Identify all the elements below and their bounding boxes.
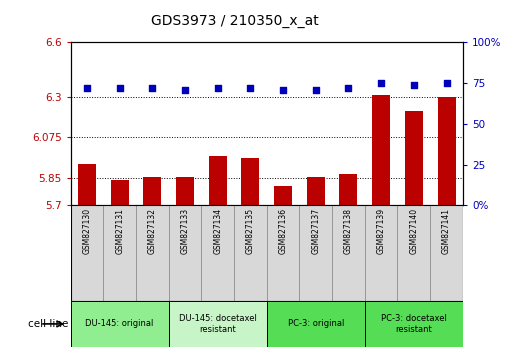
Text: GSM827135: GSM827135	[246, 208, 255, 254]
Bar	[267, 301, 365, 347]
Text: DU-145: docetaxel
resistant: DU-145: docetaxel resistant	[179, 314, 257, 333]
Bar	[176, 177, 194, 205]
Point	[148, 85, 156, 91]
Bar	[234, 205, 267, 301]
Point	[116, 85, 124, 91]
Text: cell line: cell line	[28, 319, 68, 329]
Text: GSM827130: GSM827130	[83, 208, 92, 254]
Point	[83, 85, 91, 91]
Bar	[136, 205, 168, 301]
Bar	[78, 164, 96, 205]
Bar	[307, 177, 325, 205]
Text: PC-3: docetaxel
resistant: PC-3: docetaxel resistant	[381, 314, 447, 333]
Bar	[242, 158, 259, 205]
Bar	[267, 205, 299, 301]
Text: GSM827138: GSM827138	[344, 208, 353, 254]
Bar	[209, 155, 226, 205]
Text: GSM827136: GSM827136	[279, 208, 288, 254]
Text: GSM827139: GSM827139	[377, 208, 385, 254]
Point	[246, 85, 255, 91]
Bar	[372, 95, 390, 205]
Bar	[332, 205, 365, 301]
Bar	[430, 205, 463, 301]
Text: GSM827134: GSM827134	[213, 208, 222, 254]
Text: PC-3: original: PC-3: original	[288, 319, 344, 329]
Bar	[71, 301, 168, 347]
Bar	[405, 111, 423, 205]
Bar	[111, 180, 129, 205]
Point	[181, 87, 189, 92]
Point	[279, 87, 287, 92]
Text: DU-145: original: DU-145: original	[85, 319, 154, 329]
Text: GSM827133: GSM827133	[180, 208, 189, 254]
Bar	[168, 205, 201, 301]
Text: GSM827137: GSM827137	[311, 208, 320, 254]
Bar	[104, 205, 136, 301]
Bar	[365, 205, 397, 301]
Point	[410, 82, 418, 88]
Point	[213, 85, 222, 91]
Text: GSM827131: GSM827131	[115, 208, 124, 254]
Bar	[299, 205, 332, 301]
Bar	[143, 177, 161, 205]
Bar	[397, 205, 430, 301]
Point	[344, 85, 353, 91]
Bar	[71, 205, 104, 301]
Text: GSM827141: GSM827141	[442, 208, 451, 254]
Point	[377, 80, 385, 86]
Bar	[274, 186, 292, 205]
Bar	[201, 205, 234, 301]
Bar	[365, 301, 463, 347]
Text: GSM827132: GSM827132	[148, 208, 157, 254]
Point	[442, 80, 451, 86]
Text: GSM827140: GSM827140	[410, 208, 418, 254]
Bar	[339, 174, 357, 205]
Bar	[168, 301, 267, 347]
Bar	[438, 97, 456, 205]
Text: GDS3973 / 210350_x_at: GDS3973 / 210350_x_at	[152, 14, 319, 28]
Point	[312, 87, 320, 92]
